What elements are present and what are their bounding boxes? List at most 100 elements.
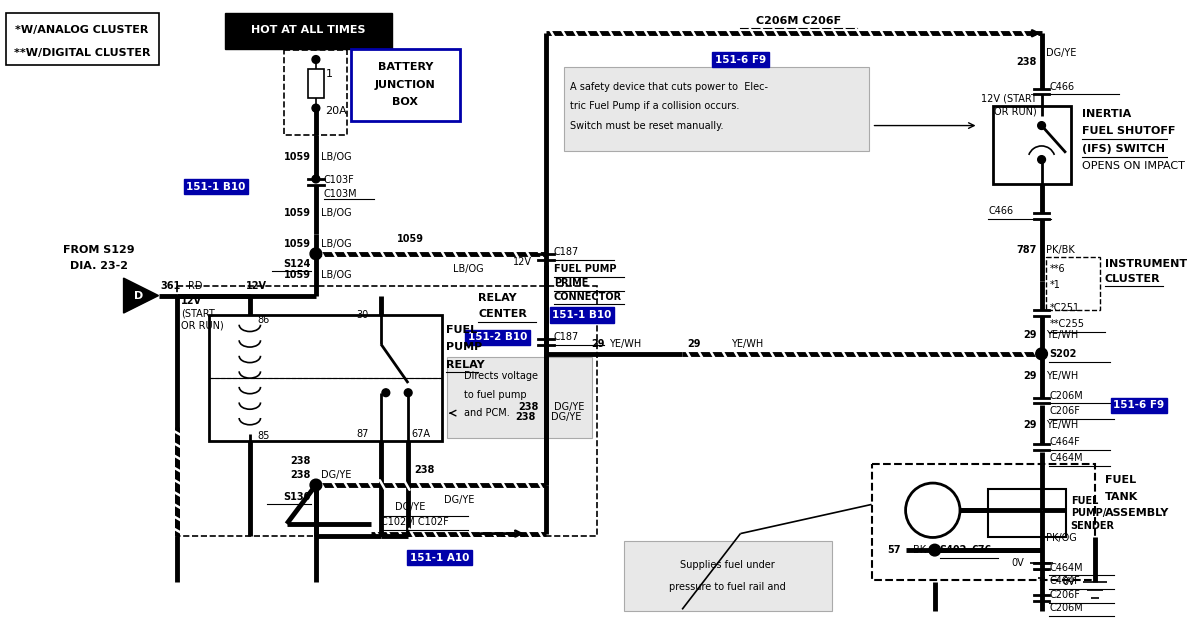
Text: CENTER: CENTER xyxy=(478,309,527,319)
Text: to fuel pump: to fuel pump xyxy=(463,390,526,399)
Text: S124: S124 xyxy=(283,258,311,268)
Text: and PCM.: and PCM. xyxy=(463,408,509,418)
Text: LB/OG: LB/OG xyxy=(320,239,352,249)
Text: YE/WH: YE/WH xyxy=(1046,330,1079,340)
Text: HOT AT ALL TIMES: HOT AT ALL TIMES xyxy=(251,25,365,35)
Text: C206M: C206M xyxy=(1049,391,1084,401)
Text: *W/ANALOG CLUSTER: *W/ANALOG CLUSTER xyxy=(16,25,149,35)
Text: 29: 29 xyxy=(688,339,701,349)
Text: 238: 238 xyxy=(290,455,311,466)
Text: tric Fuel Pump if a collision occurs.: tric Fuel Pump if a collision occurs. xyxy=(570,101,740,111)
Text: C464F: C464F xyxy=(1049,576,1080,586)
Text: *1: *1 xyxy=(1049,280,1061,290)
Text: 12V: 12V xyxy=(181,295,202,306)
Text: 29: 29 xyxy=(1024,420,1037,430)
Text: 0V: 0V xyxy=(1063,577,1075,587)
Text: 238: 238 xyxy=(518,403,539,412)
Text: YE/WH: YE/WH xyxy=(610,339,642,349)
Text: RELAY: RELAY xyxy=(478,294,517,304)
Text: RELAY: RELAY xyxy=(446,360,485,370)
Text: SENDER: SENDER xyxy=(1070,521,1115,531)
Text: DIA. 23-2: DIA. 23-2 xyxy=(71,261,128,272)
Text: C464F: C464F xyxy=(1049,437,1080,447)
Text: C466: C466 xyxy=(1049,82,1074,92)
Text: *C251: *C251 xyxy=(1049,303,1080,313)
FancyBboxPatch shape xyxy=(350,49,460,121)
FancyBboxPatch shape xyxy=(308,69,324,98)
Text: 12V: 12V xyxy=(512,256,532,266)
Text: 67A: 67A xyxy=(412,428,430,438)
Text: **W/DIGITAL CLUSTER: **W/DIGITAL CLUSTER xyxy=(13,48,150,58)
Text: Directs voltage: Directs voltage xyxy=(463,371,538,381)
Text: **6: **6 xyxy=(1049,265,1064,274)
Text: 238: 238 xyxy=(290,470,311,480)
Text: CLUSTER: CLUSTER xyxy=(1105,274,1160,284)
Text: 12V: 12V xyxy=(246,281,268,291)
Text: C464M: C464M xyxy=(1049,453,1082,463)
Text: YE/WH: YE/WH xyxy=(1046,420,1079,430)
Text: M: M xyxy=(928,505,938,515)
Text: 29: 29 xyxy=(1024,371,1037,381)
FancyBboxPatch shape xyxy=(624,541,832,611)
Text: 57: 57 xyxy=(887,545,901,555)
Text: FUEL: FUEL xyxy=(446,324,478,335)
Text: DG/YE: DG/YE xyxy=(1046,48,1076,58)
Circle shape xyxy=(382,389,390,397)
Text: FUEL PUMP: FUEL PUMP xyxy=(554,265,617,274)
Text: BOX: BOX xyxy=(392,97,419,107)
FancyBboxPatch shape xyxy=(448,357,592,438)
Text: OPENS ON IMPACT: OPENS ON IMPACT xyxy=(1082,161,1186,171)
Text: C187: C187 xyxy=(554,333,580,342)
Text: 85: 85 xyxy=(258,432,270,442)
FancyBboxPatch shape xyxy=(209,315,442,441)
Text: 151-1 A10: 151-1 A10 xyxy=(409,553,469,563)
Text: C464M: C464M xyxy=(1049,563,1082,573)
Text: 1059: 1059 xyxy=(284,239,311,249)
Circle shape xyxy=(1036,348,1048,360)
Text: LB/OG: LB/OG xyxy=(454,263,484,273)
Text: PUMP: PUMP xyxy=(446,342,482,352)
Text: 12V (START: 12V (START xyxy=(980,93,1037,103)
Text: LB/OG: LB/OG xyxy=(320,152,352,162)
Text: 1059: 1059 xyxy=(284,152,311,162)
Text: 151-6 F9: 151-6 F9 xyxy=(1114,400,1164,410)
Text: 238: 238 xyxy=(1016,57,1037,67)
Text: S402: S402 xyxy=(940,545,967,555)
Text: PUMP/: PUMP/ xyxy=(1070,508,1106,518)
Text: FUEL: FUEL xyxy=(1105,475,1136,485)
Polygon shape xyxy=(124,278,158,313)
Text: PRIME: PRIME xyxy=(554,278,588,288)
Text: OR RUN): OR RUN) xyxy=(181,321,223,331)
Text: BK: BK xyxy=(913,545,926,555)
Text: Supplies fuel under: Supplies fuel under xyxy=(680,559,775,570)
Circle shape xyxy=(404,389,412,397)
Text: 29: 29 xyxy=(1024,330,1037,340)
Text: S130: S130 xyxy=(283,491,311,501)
Text: **C255: **C255 xyxy=(1049,319,1085,329)
Text: 30: 30 xyxy=(356,310,368,320)
Text: INERTIA: INERTIA xyxy=(1082,109,1132,119)
Text: C187: C187 xyxy=(554,247,580,257)
Text: CONNECTOR: CONNECTOR xyxy=(554,292,622,302)
Text: C102M C102F: C102M C102F xyxy=(380,517,449,527)
Text: DG/YE: DG/YE xyxy=(320,470,352,480)
Text: 238: 238 xyxy=(414,466,434,475)
Text: PK/BK: PK/BK xyxy=(1046,245,1075,255)
Text: INSTRUMENT: INSTRUMENT xyxy=(1105,258,1187,268)
Text: C103F: C103F xyxy=(324,175,354,185)
FancyBboxPatch shape xyxy=(994,106,1070,184)
FancyBboxPatch shape xyxy=(564,67,869,151)
Text: PK/OG: PK/OG xyxy=(1046,534,1078,544)
Text: 1059: 1059 xyxy=(397,234,424,244)
Circle shape xyxy=(906,483,960,537)
Text: OR RUN): OR RUN) xyxy=(994,107,1037,117)
Text: FUEL SHUTOFF: FUEL SHUTOFF xyxy=(1082,127,1176,136)
Text: 29: 29 xyxy=(590,339,605,349)
Text: 361: 361 xyxy=(161,281,181,291)
Text: C206M C206F: C206M C206F xyxy=(756,16,841,26)
Circle shape xyxy=(929,544,941,556)
Text: C206F: C206F xyxy=(1049,406,1080,416)
Text: 151-1 B10: 151-1 B10 xyxy=(552,310,612,320)
Text: (START: (START xyxy=(181,308,215,318)
Text: FROM S129: FROM S129 xyxy=(64,245,136,255)
